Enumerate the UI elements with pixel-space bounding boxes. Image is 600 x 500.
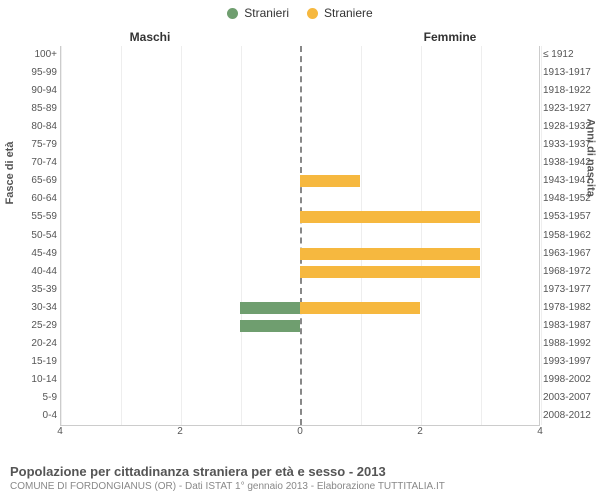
bar-male <box>240 302 300 314</box>
age-row <box>61 245 539 263</box>
age-row <box>61 317 539 335</box>
y-label-age: 50-54 <box>2 227 57 245</box>
bar-female <box>300 266 480 278</box>
age-row <box>61 263 539 281</box>
y-label-age: 40-44 <box>2 263 57 281</box>
age-row <box>61 281 539 299</box>
y-label-birth: 1948-1952 <box>543 190 598 208</box>
age-row <box>61 82 539 100</box>
y-label-birth: 1938-1942 <box>543 154 598 172</box>
chart-subtitle: COMUNE DI FORDONGIANUS (OR) - Dati ISTAT… <box>10 481 590 492</box>
y-label-age: 95-99 <box>2 64 57 82</box>
legend: Stranieri Straniere <box>0 0 600 20</box>
chart-footer: Popolazione per cittadinanza straniera p… <box>10 464 590 492</box>
y-label-birth: 1943-1947 <box>543 172 598 190</box>
y-label-age: 55-59 <box>2 208 57 226</box>
legend-swatch-female <box>307 8 318 19</box>
bar-female <box>300 211 480 223</box>
y-label-birth: 1963-1967 <box>543 245 598 263</box>
age-row <box>61 371 539 389</box>
age-row <box>61 46 539 64</box>
y-label-age: 75-79 <box>2 136 57 154</box>
legend-label-female: Straniere <box>324 6 373 20</box>
age-row <box>61 226 539 244</box>
y-label-age: 15-19 <box>2 353 57 371</box>
y-label-birth: 2003-2007 <box>543 389 598 407</box>
y-label-birth: 1923-1927 <box>543 100 598 118</box>
gridline <box>541 46 542 425</box>
y-label-age: 10-14 <box>2 371 57 389</box>
panel-header-male: Maschi <box>0 30 300 44</box>
y-label-age: 85-89 <box>2 100 57 118</box>
age-row <box>61 335 539 353</box>
y-label-birth: 1913-1917 <box>543 64 598 82</box>
legend-label-male: Stranieri <box>244 6 289 20</box>
age-row <box>61 190 539 208</box>
chart-title: Popolazione per cittadinanza straniera p… <box>10 464 590 479</box>
age-row <box>61 353 539 371</box>
legend-item-male: Stranieri <box>227 6 289 20</box>
y-label-age: 80-84 <box>2 118 57 136</box>
x-tick: 0 <box>297 426 303 437</box>
age-row <box>61 118 539 136</box>
y-label-age: 65-69 <box>2 172 57 190</box>
age-row <box>61 172 539 190</box>
y-label-age: 5-9 <box>2 389 57 407</box>
bar-female <box>300 302 420 314</box>
y-label-age: 90-94 <box>2 82 57 100</box>
x-tick: 4 <box>57 426 63 437</box>
age-row <box>61 389 539 407</box>
age-row <box>61 136 539 154</box>
x-tick: 2 <box>177 426 183 437</box>
y-label-birth: 1968-1972 <box>543 263 598 281</box>
y-label-birth: 1953-1957 <box>543 208 598 226</box>
y-label-birth: ≤ 1912 <box>543 46 598 64</box>
age-row <box>61 100 539 118</box>
y-label-age: 70-74 <box>2 154 57 172</box>
y-label-birth: 1993-1997 <box>543 353 598 371</box>
y-label-birth: 1933-1937 <box>543 136 598 154</box>
y-label-birth: 1918-1922 <box>543 82 598 100</box>
bar-male <box>240 320 300 332</box>
age-row <box>61 407 539 425</box>
y-label-birth: 1973-1977 <box>543 281 598 299</box>
panel-header-female: Femmine <box>300 30 600 44</box>
y-label-birth: 1998-2002 <box>543 371 598 389</box>
legend-item-female: Straniere <box>307 6 373 20</box>
y-label-birth: 1983-1987 <box>543 317 598 335</box>
bar-female <box>300 248 480 260</box>
age-row <box>61 208 539 226</box>
chart-container: { "chart": { "type": "population-pyramid… <box>0 0 600 500</box>
y-label-birth: 1978-1982 <box>543 299 598 317</box>
age-row <box>61 64 539 82</box>
age-row <box>61 154 539 172</box>
y-label-birth: 1928-1932 <box>543 118 598 136</box>
legend-swatch-male <box>227 8 238 19</box>
y-label-birth: 2008-2012 <box>543 407 598 425</box>
y-label-age: 35-39 <box>2 281 57 299</box>
bar-female <box>300 175 360 187</box>
y-label-age: 60-64 <box>2 190 57 208</box>
age-row <box>61 299 539 317</box>
y-label-birth: 1958-1962 <box>543 227 598 245</box>
y-label-age: 30-34 <box>2 299 57 317</box>
y-label-age: 45-49 <box>2 245 57 263</box>
x-tick: 4 <box>537 426 543 437</box>
y-label-age: 0-4 <box>2 407 57 425</box>
y-label-age: 100+ <box>2 46 57 64</box>
plot-area <box>60 46 540 426</box>
y-label-age: 25-29 <box>2 317 57 335</box>
x-tick: 2 <box>417 426 423 437</box>
x-axis: 4 2 0 2 4 <box>60 426 540 442</box>
y-label-age: 20-24 <box>2 335 57 353</box>
y-label-birth: 1988-1992 <box>543 335 598 353</box>
